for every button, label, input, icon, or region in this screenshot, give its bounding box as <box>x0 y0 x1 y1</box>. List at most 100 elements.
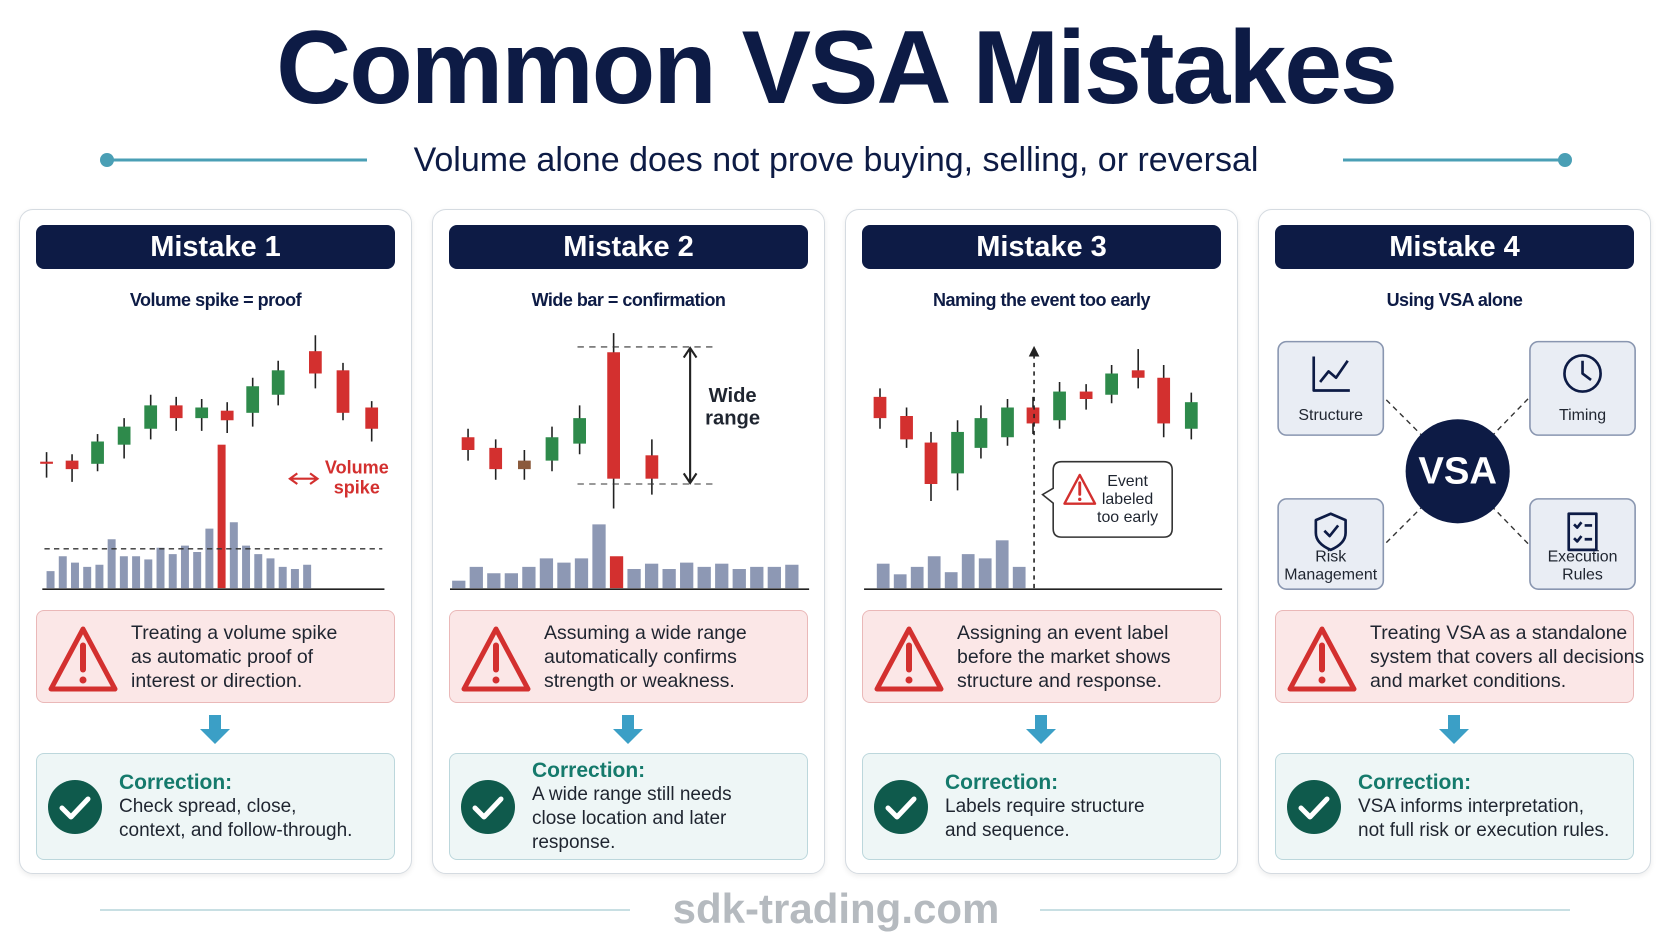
correction-line: Labels require structure <box>945 795 1145 817</box>
warning-icon <box>874 626 944 692</box>
correction-line: response. <box>532 831 616 853</box>
check-circle <box>461 780 515 834</box>
volume-bar <box>995 540 1009 589</box>
node-label: Structure <box>1298 407 1363 424</box>
warning-line: automatically confirms <box>544 645 737 668</box>
candle-body <box>1053 391 1066 421</box>
warning-box: Treating a volume spike as automatic proo… <box>36 610 395 703</box>
volume-bar <box>574 558 589 589</box>
node-label: Risk <box>1315 549 1346 566</box>
heading: Using VSA alone <box>1386 290 1523 310</box>
down-arrow <box>1026 715 1056 744</box>
warning-icon-dot <box>1318 676 1326 684</box>
correction-line: not full risk or execution rules. <box>1358 819 1610 841</box>
annotation: Wide <box>709 385 757 407</box>
down-arrow-shape <box>1439 715 1469 744</box>
candle-body <box>1079 391 1093 399</box>
volume-bar <box>697 566 711 589</box>
subtitle: Volume alone does not prove buying, sell… <box>413 141 1259 179</box>
warning-icon-frame <box>48 626 118 692</box>
volume-bar <box>205 528 214 589</box>
volume-bar <box>95 564 104 589</box>
correction-line: VSA informs interpretation, <box>1358 795 1584 817</box>
volume-bar <box>119 556 128 589</box>
warning-text: Assuming a wide range automatically confi… <box>544 611 803 702</box>
volume-bar <box>767 566 781 589</box>
correction-line: and sequence. <box>945 819 1070 841</box>
check-circle <box>48 780 102 834</box>
correction-label: Correction: <box>532 758 646 782</box>
volume-bar <box>107 539 116 589</box>
warning-icon <box>1287 626 1357 692</box>
volume-bar <box>58 556 67 589</box>
callout-text: Event <box>1107 473 1148 490</box>
candle-body <box>1001 407 1014 438</box>
check-mark <box>885 796 917 820</box>
volume-bar <box>961 554 975 589</box>
correction-line: close location and later <box>532 807 727 829</box>
warning-line: Assuming a wide range <box>544 621 747 644</box>
volume-bar <box>539 558 554 589</box>
panel: Mistake 2 Wide bar = confirmation Wide rang… <box>432 209 825 874</box>
volume-bar <box>522 566 536 589</box>
candle-body <box>144 405 158 429</box>
volume-bar <box>46 571 55 589</box>
warning-box: Assuming a wide range automatically confi… <box>449 610 808 703</box>
mistake-label: Mistake 2 <box>449 225 808 269</box>
warning-icon-dot <box>1078 497 1082 502</box>
volume-bar <box>242 545 251 589</box>
event-marker-head <box>1028 345 1040 357</box>
warning-icon <box>48 626 118 692</box>
warning-icon-dot <box>79 676 87 684</box>
candle-body <box>169 405 183 419</box>
warning-line: strength or weakness. <box>544 669 735 692</box>
volume-bar <box>662 569 676 589</box>
volume-bar <box>592 524 606 589</box>
candle-body <box>1157 377 1171 424</box>
volume-bar <box>290 569 299 589</box>
center-node <box>1405 419 1510 524</box>
correction-line: Check spread, close, <box>119 795 297 817</box>
check-mark <box>1298 796 1330 820</box>
down-arrow-shape <box>613 715 643 744</box>
volume-bar <box>71 562 79 589</box>
volume-bar <box>504 573 518 589</box>
mistake-label: Mistake 1 <box>36 225 395 269</box>
warning-text: Assigning an event label before the marke… <box>957 611 1216 702</box>
warning-icon-frame <box>461 626 531 692</box>
title: Common VSA Mistakes <box>276 10 1398 126</box>
candle-body <box>65 460 79 470</box>
candle-body <box>336 370 350 413</box>
volume-bar <box>644 563 659 589</box>
volume-bar <box>557 562 571 589</box>
warning-line: and market conditions. <box>1370 669 1567 692</box>
volume-bar <box>609 556 624 589</box>
check-circle <box>874 780 928 834</box>
volume-bar <box>680 562 694 589</box>
candle-body <box>545 437 559 461</box>
check-mark <box>472 796 504 820</box>
callout <box>1041 460 1173 538</box>
candle-body <box>246 386 260 413</box>
warning-line: interest or direction. <box>131 669 303 692</box>
down-arrow-shape <box>200 715 230 744</box>
footer-rule <box>100 909 1570 911</box>
mistake-label: Mistake 3 <box>862 225 1221 269</box>
volume-bar <box>156 547 165 589</box>
volume-bar <box>876 563 890 589</box>
candle-body <box>518 460 531 470</box>
volume-bar <box>452 580 466 589</box>
node-box <box>1529 340 1636 436</box>
annotation: range <box>705 408 760 430</box>
check-icon <box>1287 780 1341 834</box>
volume-bar <box>217 444 226 589</box>
check-mark <box>59 796 91 820</box>
volume-bar <box>732 569 746 589</box>
volume-bar <box>910 566 924 589</box>
warning-icon <box>461 626 531 692</box>
center-label: VSA <box>1418 449 1497 492</box>
